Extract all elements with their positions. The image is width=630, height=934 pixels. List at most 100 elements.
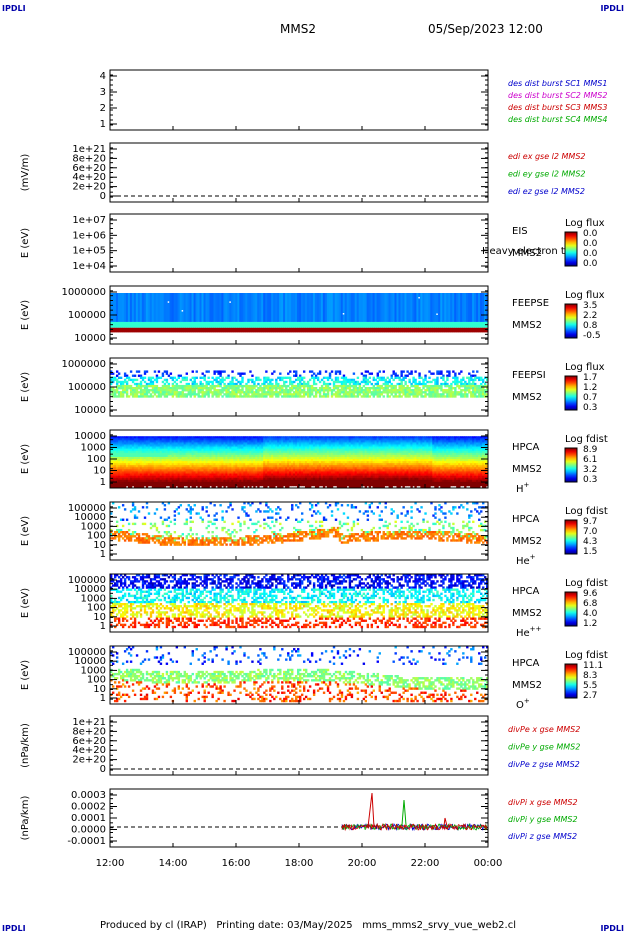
heatmap-cell [141,436,145,439]
heatmap-cell [223,483,226,487]
heatmap-cell [143,471,147,474]
heatmap-cell [121,440,125,443]
heatmap-cell [354,387,358,390]
heatmap-cell [229,475,232,478]
heatmap-cell [163,293,167,322]
heatmap-cell [414,387,417,390]
heatmap-cell [187,293,190,322]
heatmap-cell [478,384,481,388]
heatmap-cell [181,459,185,462]
heatmap-cell [191,382,194,386]
heatmap-cell [324,293,328,322]
heatmap-cell [376,391,379,394]
heatmap-cell [185,387,188,390]
heatmap-cell [213,459,216,462]
heatmap-cell [384,327,387,333]
heatmap-cell [159,479,163,483]
heatmap-cell [167,483,171,487]
heatmap-cell [163,467,167,470]
heatmap-cell [297,376,300,380]
heatmap-cell [153,442,157,445]
heatmap-cell [137,456,141,460]
heatmap-cell [129,370,133,373]
heatmap-cell [219,370,222,373]
heatmap-cell [147,463,151,466]
heatmap-cell [454,372,457,375]
heatmap-cell [434,391,437,394]
heatmap-cell [283,382,286,386]
heatmap-cell [460,321,463,328]
heatmap-cell [207,461,210,464]
colorbar-title: Log flux [565,290,605,301]
heatmap-cell [137,436,141,439]
heatmap-cell [187,479,190,483]
heatmap-cell [131,374,135,377]
heatmap-cell [147,321,151,328]
heatmap-cell [271,372,274,375]
heatmap-cell [113,485,117,489]
heatmap-cell [432,389,435,392]
heatmap-cell [173,444,177,447]
heatmap-cell [368,395,372,398]
heatmap-cell [392,370,395,373]
heatmap-cell [404,321,407,328]
heatmap-cell [201,463,204,466]
heatmap-cell [326,378,330,382]
heatmap-cell [175,448,179,452]
heatmap-cell [145,387,149,390]
heatmap-cell [181,485,185,489]
heatmap-cell [177,327,181,333]
heatmap-cell [253,384,256,388]
heatmap-cell [113,477,117,481]
heatmap-cell [396,389,399,392]
heatmap-cell [161,384,165,388]
heatmap-cell [217,438,220,441]
corner-label-bl: IPDLI [2,924,26,933]
heatmap-cell [225,479,228,483]
heatmap-cell [438,395,441,398]
heatmap-cell [157,327,161,333]
heatmap-cell [231,442,234,445]
heatmap-cell [115,444,119,447]
heatmap-cell [390,391,393,394]
heatmap-cell [344,389,348,392]
heatmap-cell [131,442,135,445]
heatmap-cell [111,387,115,390]
heatmap-cell [157,438,161,441]
heatmap-cell [135,459,139,462]
heatmap-cell [195,446,198,449]
heatmap-cell [141,395,145,398]
heatmap-cell [211,483,214,487]
heatmap-cell [215,473,218,476]
heatmap-cell [430,387,433,390]
heatmap-cell [117,372,121,375]
heatmap-cell [117,456,121,460]
heatmap-cell [281,293,284,322]
heatmap-cell [121,479,125,483]
heatmap-cell [133,393,137,396]
heatmap-cell [402,370,405,373]
heatmap-cell [261,395,264,398]
heatmap-cell [418,387,421,390]
heatmap-cell [181,387,185,390]
heatmap-cell [454,380,457,384]
heatmap-cell [408,327,411,333]
heatmap-cell [233,469,236,472]
heatmap-cell [253,391,256,394]
heatmap-cell [127,448,131,452]
heatmap-cell [169,327,173,333]
heatmap-cell [438,293,441,322]
heatmap-cell [187,481,190,485]
heatmap-cell [161,479,165,483]
heatmap-cell [484,384,487,388]
heatmap-cell [175,293,179,322]
heatmap-cell [297,387,300,390]
y-tick-label: 10000 [74,333,106,344]
heatmap-cell [153,446,157,449]
heatmap-cell [466,384,469,388]
heatmap-cell [167,442,171,445]
heatmap-cell [476,376,479,380]
heatmap-cell [400,384,403,388]
heatmap-cell [133,452,137,456]
